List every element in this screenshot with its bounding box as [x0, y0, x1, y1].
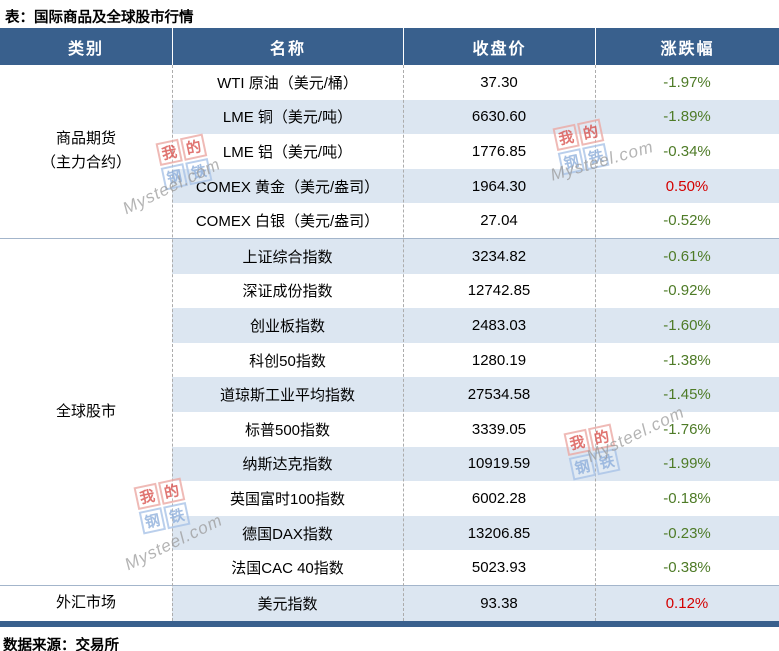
table-row: 科创50指数 1280.19 -1.38% — [172, 343, 779, 378]
change-cell: -0.92% — [663, 282, 711, 300]
category-cell: 全球股市 — [0, 238, 172, 585]
close-cell: 1964.30 — [471, 177, 527, 195]
close-cell: 27534.58 — [467, 386, 531, 404]
header-cell-close: 收盘价 — [403, 28, 595, 65]
close-cell: 2483.03 — [471, 316, 527, 334]
table-row: 标普500指数 3339.05 -1.76% — [172, 412, 779, 447]
header-cell-change: 涨跌幅 — [595, 28, 779, 65]
close-cell: 93.38 — [480, 594, 518, 612]
table-row: 道琼斯工业平均指数 27534.58 -1.45% — [172, 377, 779, 412]
table-body: 商品期货 （主力合约） WTI 原油（美元/桶） 37.30 -1.97% LME 铜（… — [0, 65, 779, 621]
close-cell: 1776.85 — [471, 142, 527, 160]
header-cell-name: 名称 — [172, 28, 403, 65]
close-cell: 37.30 — [480, 73, 518, 91]
change-cell: -0.18% — [663, 489, 711, 507]
data-source-note: 数据来源：交易所 — [3, 637, 119, 651]
name-cell: 英国富时100指数 — [229, 490, 346, 508]
table-row: 英国富时100指数 6002.28 -0.18% — [172, 481, 779, 516]
name-cell: 法国CAC 40指数 — [231, 560, 344, 578]
change-cell: -0.61% — [663, 247, 711, 265]
change-cell: -0.34% — [663, 142, 711, 160]
table-row: 法国CAC 40指数 5023.93 -0.38% — [172, 550, 779, 585]
table-group: 商品期货 （主力合约） WTI 原油（美元/桶） 37.30 -1.97% LME 铜（… — [0, 65, 779, 238]
close-cell: 6630.60 — [471, 108, 527, 126]
close-cell: 13206.85 — [467, 524, 531, 542]
table-group: 全球股市 上证综合指数 3234.82 -0.61% 深证成份指数 12742.85 -0.… — [0, 237, 779, 585]
name-cell: 美元指数 — [257, 595, 318, 613]
close-cell: 1280.19 — [471, 351, 527, 369]
change-cell: 0.12% — [665, 594, 709, 612]
table-row: LME 铜（美元/吨） 6630.60 -1.89% — [172, 99, 779, 135]
table-row: COMEX 黄金（美元/盎司） 1964.30 0.50% — [172, 168, 779, 204]
close-cell: 12742.85 — [467, 282, 531, 300]
table-header-row: 类别 名称 收盘价 涨跌幅 — [0, 28, 779, 65]
name-cell: 德国DAX指数 — [242, 525, 333, 543]
table-group: 外汇市场 美元指数 93.38 0.12% — [0, 584, 779, 621]
table-row: 深证成份指数 12742.85 -0.92% — [172, 274, 779, 309]
table-row: 美元指数 93.38 0.12% — [172, 585, 779, 621]
change-cell: -1.45% — [663, 386, 711, 404]
close-cell: 3234.82 — [471, 247, 527, 265]
table-row: WTI 原油（美元/桶） 37.30 -1.97% — [172, 65, 779, 100]
change-cell: -0.38% — [663, 559, 711, 577]
name-cell: WTI 原油（美元/桶） — [217, 74, 358, 92]
close-cell: 6002.28 — [471, 489, 527, 507]
table-title: 表：国际商品及全球股市行情 — [5, 10, 194, 26]
name-cell: COMEX 白银（美元/盎司） — [195, 213, 380, 231]
category-cell: 外汇市场 — [0, 585, 172, 621]
change-cell: -1.97% — [663, 73, 711, 91]
close-cell: 27.04 — [480, 212, 518, 230]
name-cell: 深证成份指数 — [242, 283, 333, 301]
name-cell: 道琼斯工业平均指数 — [219, 387, 355, 405]
category-cell: 商品期货 （主力合约） — [0, 65, 172, 238]
change-cell: -1.99% — [663, 455, 711, 473]
close-cell: 3339.05 — [471, 420, 527, 438]
table-row: COMEX 白银（美元/盎司） 27.04 -0.52% — [172, 203, 779, 238]
change-cell: -0.52% — [663, 212, 711, 230]
change-cell: -1.89% — [663, 108, 711, 126]
table-row: 德国DAX指数 13206.85 -0.23% — [172, 515, 779, 551]
name-cell: 标普500指数 — [244, 421, 331, 439]
change-cell: -1.76% — [663, 420, 711, 438]
table-row: LME 铝（美元/吨） 1776.85 -0.34% — [172, 134, 779, 169]
close-cell: 5023.93 — [471, 559, 527, 577]
name-cell: 上证综合指数 — [242, 248, 333, 266]
change-cell: -0.23% — [663, 524, 711, 542]
name-cell: COMEX 黄金（美元/盎司） — [195, 178, 380, 196]
name-cell: 创业板指数 — [249, 317, 325, 335]
name-cell: 纳斯达克指数 — [242, 456, 333, 474]
table-row: 上证综合指数 3234.82 -0.61% — [172, 238, 779, 274]
header-cell-category: 类别 — [67, 40, 104, 58]
change-cell: -1.38% — [663, 351, 711, 369]
name-cell: 科创50指数 — [249, 352, 326, 370]
table-row: 纳斯达克指数 10919.59 -1.99% — [172, 446, 779, 482]
name-cell: LME 铜（美元/吨） — [222, 109, 353, 127]
table-row: 创业板指数 2483.03 -1.60% — [172, 308, 779, 343]
table-bottom-border — [0, 620, 779, 627]
name-cell: LME 铝（美元/吨） — [222, 143, 353, 161]
close-cell: 10919.59 — [467, 455, 531, 473]
change-cell: 0.50% — [665, 177, 709, 195]
change-cell: -1.60% — [663, 316, 711, 334]
